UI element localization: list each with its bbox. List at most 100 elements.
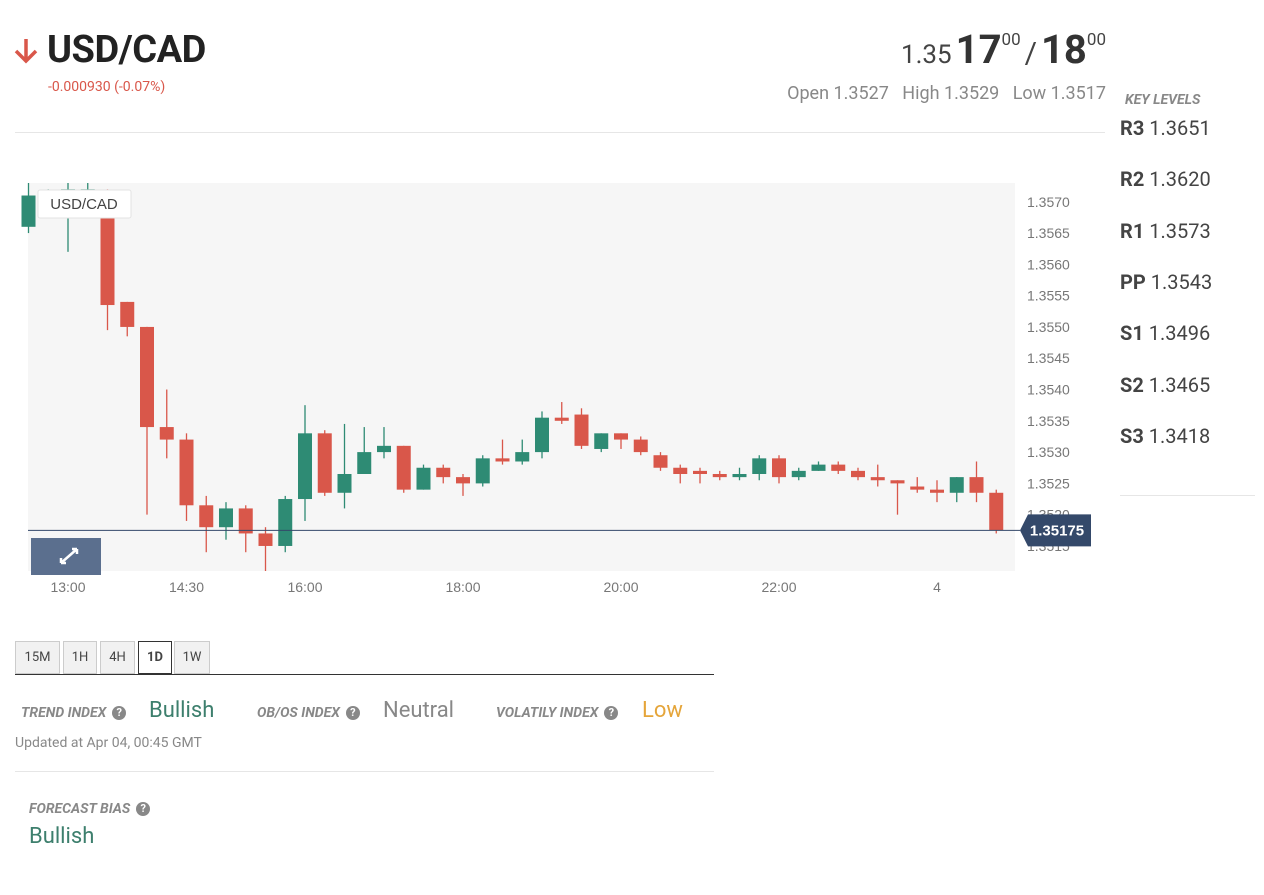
candle-body [396,445,411,490]
open-label: Open [787,83,830,104]
candle-body [693,470,707,474]
high-label: High [902,83,940,104]
candle-body [811,464,826,471]
key-level: R2 1.3620 [1120,167,1211,191]
down-arrow [14,39,38,64]
candle-body [732,474,747,478]
y-tick-label: 1.3540 [1027,382,1070,398]
candle-body [357,452,372,474]
level-name: R3 [1120,116,1145,140]
quote: 1.35 1700 / 1800 [901,26,1106,73]
timeframe-tab[interactable]: 1H [63,641,97,674]
y-tick-label: 1.3525 [1027,475,1070,491]
timeframe-tab[interactable]: 4H [100,641,135,674]
x-tick-label: 4 [933,579,941,595]
y-tick-label: 1.3560 [1027,256,1070,272]
candle-body [594,433,609,449]
bid-small: 00 [1001,30,1021,50]
level-value: 1.3573 [1149,218,1211,243]
candle-body [633,439,648,453]
candle-body [831,464,846,471]
tab-baseline [15,674,714,675]
candle-body [199,505,214,528]
candle-body [475,458,490,484]
level-value: 1.3496 [1148,321,1211,346]
level-value: 1.3620 [1149,167,1211,192]
candle-body [258,533,273,546]
candle-body [930,489,944,493]
bid-prefix: 1.35 [900,40,952,70]
symbol-label: USD/CAD [50,196,118,213]
ask-small: 00 [1086,30,1106,50]
candle-body [969,477,984,493]
candle-body [21,195,36,227]
level-name: S3 [1120,423,1144,448]
open: 1.3527 [833,83,889,104]
x-tick-label: 13:00 [50,579,85,595]
key-level: S2 1.3465 [1120,373,1210,397]
candle-body [989,492,1004,531]
bid-big: 17 [955,26,1002,73]
index-label-text: TREND INDEX [21,705,107,721]
candle-body [298,433,312,500]
candle-body [554,417,569,421]
candle-body [238,508,253,534]
divider [1120,495,1255,496]
level-value: 1.3651 [1149,116,1211,140]
candle-body [456,477,470,484]
candle-body [535,417,549,453]
candle-body [100,201,115,306]
index-value: Bullish [149,698,215,723]
candle-body [791,470,806,478]
level-value: 1.3543 [1150,269,1213,294]
index-label: OB/OS INDEX? [257,705,360,721]
index-label-text: OB/OS INDEX [257,705,340,721]
ohl: Open 1.3527 High 1.3529 Low 1.3517 [787,83,1106,104]
expand-bg [31,538,101,575]
help-icon[interactable]: ? [604,706,619,720]
x-tick-label: 22:00 [761,579,796,595]
candle-body [712,474,727,478]
y-tick-label: 1.3550 [1027,319,1070,335]
timeframe-tab[interactable]: 1D [138,641,172,674]
price-tag-label: 1.35175 [1030,522,1084,539]
candle-body [851,470,865,478]
level-name: S1 [1120,321,1144,346]
change: -0.000930 (-0.07%) [48,79,166,95]
low: 1.3517 [1050,83,1106,104]
index-label-text: VOLATILY INDEX [496,705,599,721]
candle-body [140,326,154,428]
timeframe-tab[interactable]: 15M [15,641,60,674]
y-tick-label: 1.3535 [1027,413,1070,429]
key-level: S1 1.3496 [1120,321,1210,345]
timeframe-tab[interactable]: 1W [174,641,210,674]
candle-body [752,458,767,474]
candle-body [179,439,194,506]
candle-body [317,433,332,493]
level-name: R2 [1120,167,1145,192]
level-value: 1.3465 [1148,372,1211,397]
key-level: PP 1.3543 [1120,270,1212,294]
help-icon[interactable]: ? [112,706,127,720]
expand-button[interactable] [31,538,101,575]
x-tick-label: 18:00 [445,579,480,595]
y-tick-label: 1.3555 [1027,288,1070,304]
index-value: Neutral [383,698,455,723]
x-tick-label: 20:00 [603,579,638,595]
divider [15,771,714,772]
level-value: 1.3418 [1148,423,1211,448]
candle-body [495,458,510,462]
candle-body [278,499,293,546]
separator: / [1024,36,1038,71]
help-icon[interactable]: ? [345,706,360,720]
candle-body [416,467,431,490]
help-icon[interactable]: ? [136,802,151,816]
y-tick-label: 1.3545 [1027,350,1070,366]
candle-body [337,474,352,493]
key-level: S3 1.3418 [1120,424,1210,448]
price-tag [1020,514,1091,547]
key-levels-title: KEY LEVELS [1125,92,1201,108]
key-level: R3 1.3651 [1120,116,1211,140]
y-tick-label: 1.3570 [1027,194,1070,210]
